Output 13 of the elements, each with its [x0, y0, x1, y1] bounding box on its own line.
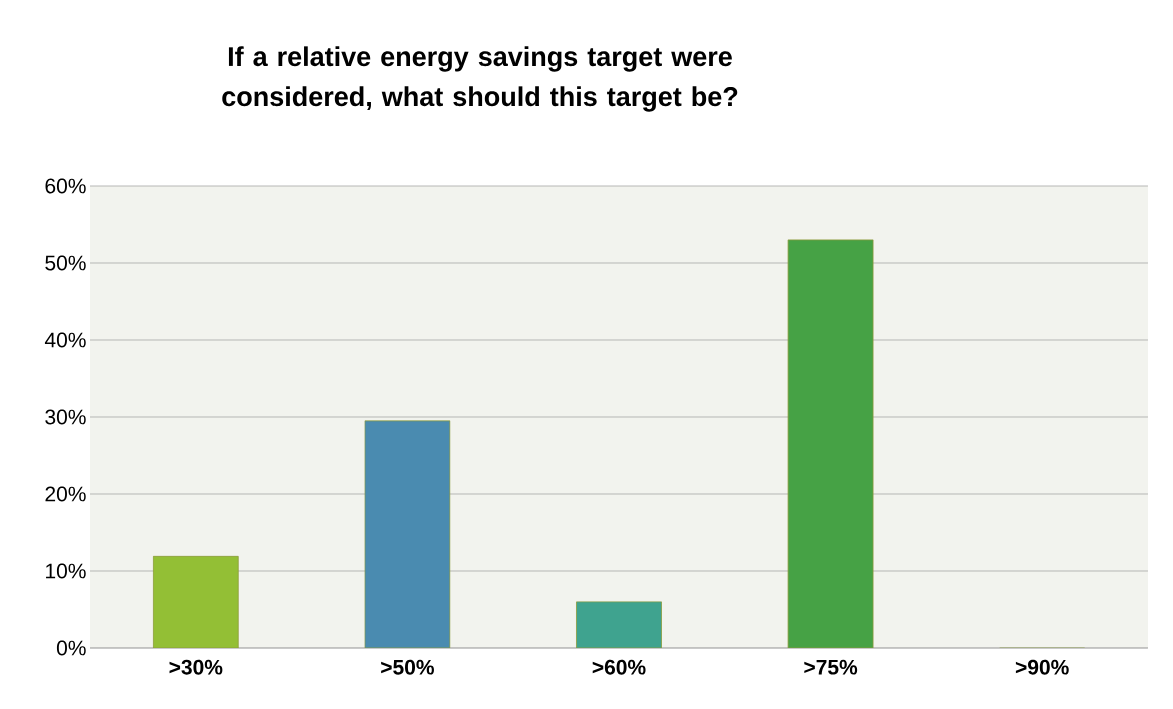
y-tick-label: 60%	[45, 178, 86, 194]
y-tick-label: 0%	[56, 640, 86, 656]
x-tick-label: >30%	[169, 659, 223, 675]
x-tick-label: >75%	[804, 659, 858, 675]
chart-title: If a relative energy savings target were considered, what should this target be?	[222, 46, 738, 112]
y-tick-label: 10%	[46, 563, 86, 579]
x-tick-label: >60%	[592, 659, 646, 675]
x-tick-label: >50%	[381, 659, 434, 675]
y-tick-label: 40%	[44, 332, 86, 348]
y-tick-label: 50%	[45, 255, 86, 271]
y-tick-label: 20%	[45, 486, 86, 502]
x-tick-label: >90%	[1015, 659, 1069, 675]
y-tick-label: 30%	[45, 409, 86, 425]
